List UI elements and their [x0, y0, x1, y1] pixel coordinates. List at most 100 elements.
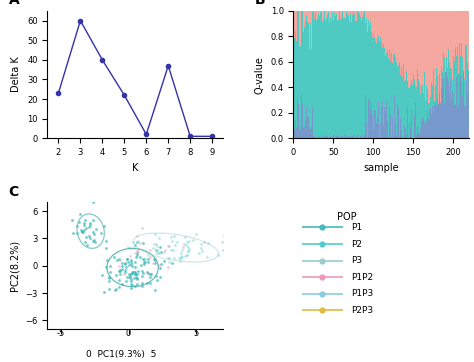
Bar — [417, 69, 418, 126]
Bar — [346, 14, 347, 137]
Bar — [356, 136, 357, 138]
Bar — [399, 74, 400, 127]
Text: P2P3: P2P3 — [352, 306, 374, 315]
Point — [149, 260, 157, 266]
Bar — [405, 128, 406, 138]
X-axis label: sample: sample — [364, 163, 399, 173]
Bar — [336, 14, 337, 136]
Bar — [452, 91, 453, 138]
Point — [105, 278, 112, 284]
Bar — [355, 11, 356, 135]
Point — [165, 243, 173, 248]
Bar — [311, 127, 312, 138]
Bar — [452, 80, 453, 91]
Text: 5: 5 — [193, 329, 199, 338]
Bar — [295, 11, 296, 31]
Point — [100, 289, 108, 295]
Bar — [358, 11, 359, 12]
Bar — [368, 20, 369, 99]
Bar — [411, 80, 412, 110]
Bar — [380, 37, 381, 124]
Point — [136, 240, 144, 246]
Point — [192, 231, 200, 237]
Bar — [346, 137, 347, 138]
Bar — [313, 137, 314, 138]
Bar — [464, 11, 465, 79]
Bar — [365, 23, 366, 95]
Bar — [302, 11, 303, 103]
Bar — [377, 118, 378, 138]
Point — [129, 239, 137, 245]
Bar — [446, 68, 447, 138]
Point — [184, 244, 191, 250]
Bar — [316, 11, 317, 20]
Bar — [427, 80, 428, 120]
Bar — [418, 133, 419, 138]
Bar — [312, 108, 313, 138]
Bar — [336, 11, 337, 14]
Bar — [345, 11, 346, 18]
Point — [143, 269, 151, 275]
Bar — [397, 104, 398, 138]
Point — [183, 252, 191, 258]
Bar — [342, 11, 343, 136]
Bar — [457, 47, 458, 75]
Point — [111, 287, 119, 293]
Bar — [402, 132, 403, 138]
Bar — [453, 56, 454, 94]
Point — [122, 278, 129, 284]
Bar — [308, 117, 309, 138]
Point — [83, 242, 91, 248]
Bar — [328, 11, 329, 12]
Point — [155, 262, 163, 268]
Point — [85, 233, 93, 239]
Bar — [343, 16, 344, 138]
Bar — [427, 120, 428, 138]
Point — [91, 239, 99, 245]
Bar — [334, 135, 335, 138]
Bar — [460, 56, 461, 76]
Bar — [321, 13, 322, 138]
Point — [139, 256, 147, 261]
Bar — [394, 59, 395, 134]
Bar — [378, 101, 379, 138]
Point — [146, 274, 154, 279]
Bar — [298, 11, 299, 105]
Bar — [449, 11, 450, 62]
Point — [132, 259, 139, 265]
Point — [103, 257, 110, 263]
Point — [167, 234, 174, 240]
Point — [133, 233, 141, 239]
Bar — [432, 11, 433, 85]
Point — [141, 261, 148, 267]
Bar — [325, 137, 326, 138]
Bar — [341, 17, 342, 136]
Bar — [317, 19, 318, 138]
Point — [189, 237, 197, 243]
Bar — [329, 23, 330, 138]
Bar — [437, 97, 438, 138]
Point — [157, 249, 164, 255]
Bar — [294, 38, 295, 130]
Bar — [426, 11, 427, 86]
Point — [128, 282, 136, 288]
Bar — [429, 11, 430, 102]
Point — [139, 270, 147, 276]
Bar — [461, 43, 462, 83]
Bar — [401, 11, 402, 67]
Bar — [392, 63, 393, 118]
Bar — [310, 11, 311, 33]
Bar — [423, 118, 424, 138]
Bar — [346, 11, 347, 14]
Bar — [436, 105, 437, 138]
Point — [151, 287, 159, 293]
Point — [112, 272, 120, 278]
Point — [127, 276, 135, 282]
Point — [200, 239, 208, 245]
Point — [128, 258, 135, 264]
Point — [154, 250, 161, 256]
Bar — [409, 88, 410, 122]
Bar — [359, 14, 360, 138]
Bar — [430, 11, 431, 74]
Bar — [331, 137, 332, 138]
